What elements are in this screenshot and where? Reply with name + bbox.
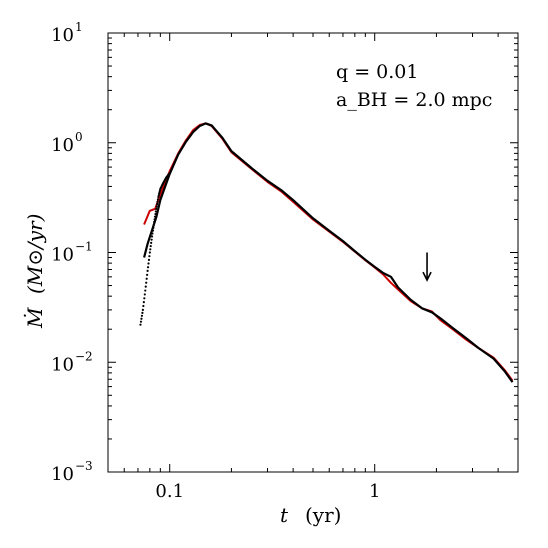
x-axis-unit: (yr) [305,503,341,527]
y-axis-unit: (M⊙/yr) [23,214,47,294]
x-tick-label: 1 [369,481,380,502]
series-point [142,304,145,308]
y-tick-label: 10 [51,354,74,375]
marker-arrow [422,252,432,282]
series-point [167,172,171,176]
series-point [145,281,148,284]
annotation: q = 0.01 a_BH = 2.0 mpc [336,61,492,282]
series-point [142,301,145,304]
series-layer [139,122,514,383]
series-point [149,248,152,251]
series-point [153,215,157,218]
y-tick-label: 10 [51,245,74,266]
series-line-2 [143,122,514,383]
series-point [155,207,158,210]
series-point [150,241,153,244]
series-point [147,262,150,265]
series-point [143,293,146,296]
series-point [150,235,154,238]
y-tick-label: 10 [51,464,74,485]
y-tick-label-exponent: −3 [75,459,93,473]
x-tick-label: 0.1 [155,481,184,502]
arrow-head [422,271,432,282]
series-point [153,220,156,224]
series-point [145,277,148,280]
series-point [156,203,159,206]
series-point [146,273,149,276]
y-tick-label-exponent: 1 [75,20,83,34]
series-point [146,266,150,269]
y-tick-label-exponent: −1 [75,240,93,254]
series-point [146,269,149,272]
y-tick-label: 10 [51,25,74,46]
series-point [156,200,159,203]
series-point [144,289,147,292]
y-axis-title: Ṁ (M⊙/yr) [23,214,47,329]
series-point [152,223,155,226]
series-point [143,297,146,300]
series-point [152,226,155,229]
series-point [154,210,157,213]
series-point [139,323,142,326]
ticks [107,32,519,473]
series-point [140,314,144,317]
y-tick-label: 10 [51,135,74,156]
x-axis-title: t (yr) [280,503,341,527]
x-axis-symbol: t [280,503,289,527]
series-point [147,258,151,261]
series-point [150,238,153,241]
series-point [140,317,143,320]
series-point [139,320,143,323]
y-tick-label-exponent: 0 [75,130,83,144]
series-point [148,255,151,258]
series-point [141,311,144,314]
y-tick-label-exponent: −2 [75,349,93,363]
series-point [144,285,147,288]
series-point [155,205,158,208]
series-point [151,232,154,235]
y-axis-symbol: Ṁ [23,307,47,329]
series-point [153,218,156,221]
annotation-abh: a_BH = 2.0 mpc [336,89,492,111]
annotation-q: q = 0.01 [336,61,418,83]
series-point [156,198,160,201]
series-point [149,244,152,248]
series-point [151,229,155,232]
series-point [154,212,157,216]
series-point [141,308,145,311]
series-point [148,251,151,254]
series-line-1 [143,122,514,382]
